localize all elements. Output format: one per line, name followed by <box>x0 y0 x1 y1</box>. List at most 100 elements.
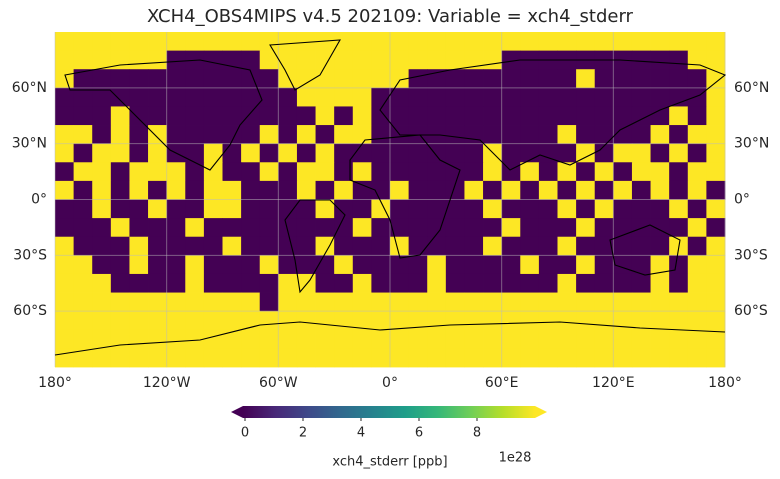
cell <box>520 87 540 107</box>
cell <box>594 143 614 163</box>
cell <box>687 255 707 275</box>
cell <box>352 69 372 89</box>
cell <box>631 255 651 275</box>
cell <box>669 292 689 312</box>
cell <box>576 311 596 331</box>
cell <box>594 255 614 275</box>
cell <box>278 348 298 368</box>
cell <box>352 311 372 331</box>
cell <box>73 255 93 275</box>
colorbar-tick-label: 6 <box>415 426 423 441</box>
cell <box>222 348 242 368</box>
cell <box>259 50 279 70</box>
cell <box>55 69 75 89</box>
colorbar-extend <box>231 406 243 418</box>
cell <box>576 236 596 256</box>
cell <box>334 348 354 368</box>
cell <box>445 329 465 349</box>
cell <box>334 106 354 126</box>
cell <box>129 292 149 312</box>
cell <box>464 87 484 107</box>
cell <box>631 87 651 107</box>
colorbar-tick-label: 8 <box>473 426 481 441</box>
cell <box>669 329 689 349</box>
cell <box>352 50 372 70</box>
cell <box>315 236 335 256</box>
cell <box>594 273 614 293</box>
cell <box>483 311 503 331</box>
cell <box>427 255 447 275</box>
cell <box>594 199 614 219</box>
cell <box>203 273 223 293</box>
cell <box>650 162 670 182</box>
cell <box>687 236 707 256</box>
cell <box>278 292 298 312</box>
cell <box>203 125 223 145</box>
cell <box>352 199 372 219</box>
cell <box>631 311 651 331</box>
cell <box>110 69 130 89</box>
cell <box>315 125 335 145</box>
cell <box>427 292 447 312</box>
cell <box>185 255 205 275</box>
cell <box>296 199 316 219</box>
cell <box>706 125 726 145</box>
cell <box>296 348 316 368</box>
cell <box>203 329 223 349</box>
lat-tick-label: 30°N <box>12 136 47 152</box>
cell <box>669 87 689 107</box>
cell <box>110 329 130 349</box>
cell <box>501 292 521 312</box>
cell <box>241 180 261 200</box>
cell <box>427 50 447 70</box>
cell <box>408 273 428 293</box>
cell <box>613 106 633 126</box>
cell <box>334 273 354 293</box>
cell <box>55 162 75 182</box>
cell <box>185 180 205 200</box>
cell <box>501 348 521 368</box>
cell <box>687 329 707 349</box>
cell <box>371 32 391 52</box>
cell <box>520 255 540 275</box>
cell <box>613 236 633 256</box>
cell <box>576 273 596 293</box>
cell <box>501 32 521 52</box>
cell <box>483 125 503 145</box>
cell <box>538 348 558 368</box>
cell <box>185 143 205 163</box>
cell <box>520 106 540 126</box>
cell <box>687 125 707 145</box>
cell <box>278 329 298 349</box>
cell <box>129 273 149 293</box>
cell <box>576 87 596 107</box>
cell <box>129 125 149 145</box>
cell <box>259 125 279 145</box>
cell <box>427 69 447 89</box>
cell <box>613 218 633 238</box>
cell <box>427 180 447 200</box>
cell <box>669 50 689 70</box>
cell <box>427 311 447 331</box>
cell <box>185 162 205 182</box>
cell <box>241 50 261 70</box>
cell <box>315 218 335 238</box>
cell <box>706 199 726 219</box>
cell <box>538 311 558 331</box>
cell <box>576 162 596 182</box>
cell <box>613 143 633 163</box>
cell <box>334 180 354 200</box>
cell <box>185 87 205 107</box>
cell <box>148 329 168 349</box>
cell <box>371 199 391 219</box>
cell <box>129 329 149 349</box>
cell <box>203 292 223 312</box>
cell <box>148 199 168 219</box>
cell <box>501 50 521 70</box>
cell <box>706 311 726 331</box>
cell <box>390 50 410 70</box>
cell <box>631 180 651 200</box>
cell <box>538 162 558 182</box>
cell <box>669 218 689 238</box>
